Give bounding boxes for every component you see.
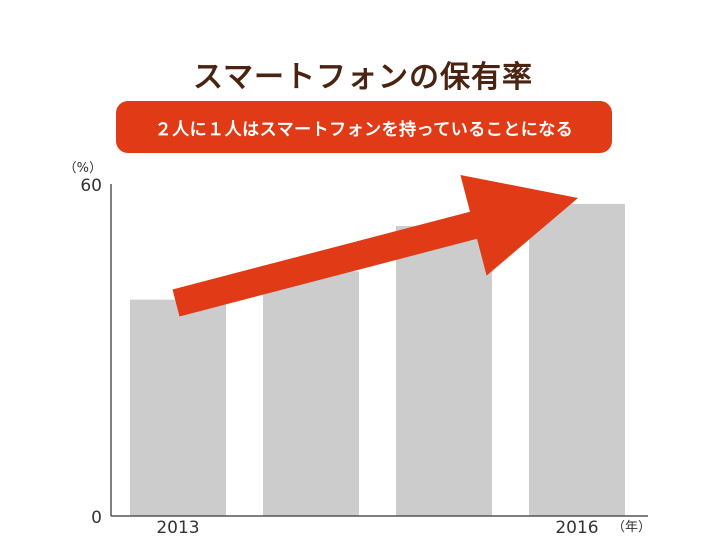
x-axis-unit-label: （年）: [612, 520, 651, 535]
trend-arrow: [172, 175, 578, 317]
y-tick-label-max: 60: [80, 176, 102, 196]
y-tick-label-min: 0: [91, 508, 102, 528]
bar-2015: [396, 226, 492, 516]
bar-2016: [529, 203, 625, 517]
y-axis-unit-label: （%）: [64, 161, 102, 176]
bar-2013: [130, 299, 226, 516]
annotation-banner: ２人に１人はスマートフォンを持っていることになる: [116, 101, 612, 153]
bars-group: [130, 203, 625, 517]
x-tick-label-first: 2013: [156, 518, 199, 538]
x-tick-label-last: 2016: [555, 518, 598, 538]
chart-title: スマートフォンの保有率: [192, 60, 534, 95]
bar-2014: [263, 271, 359, 516]
